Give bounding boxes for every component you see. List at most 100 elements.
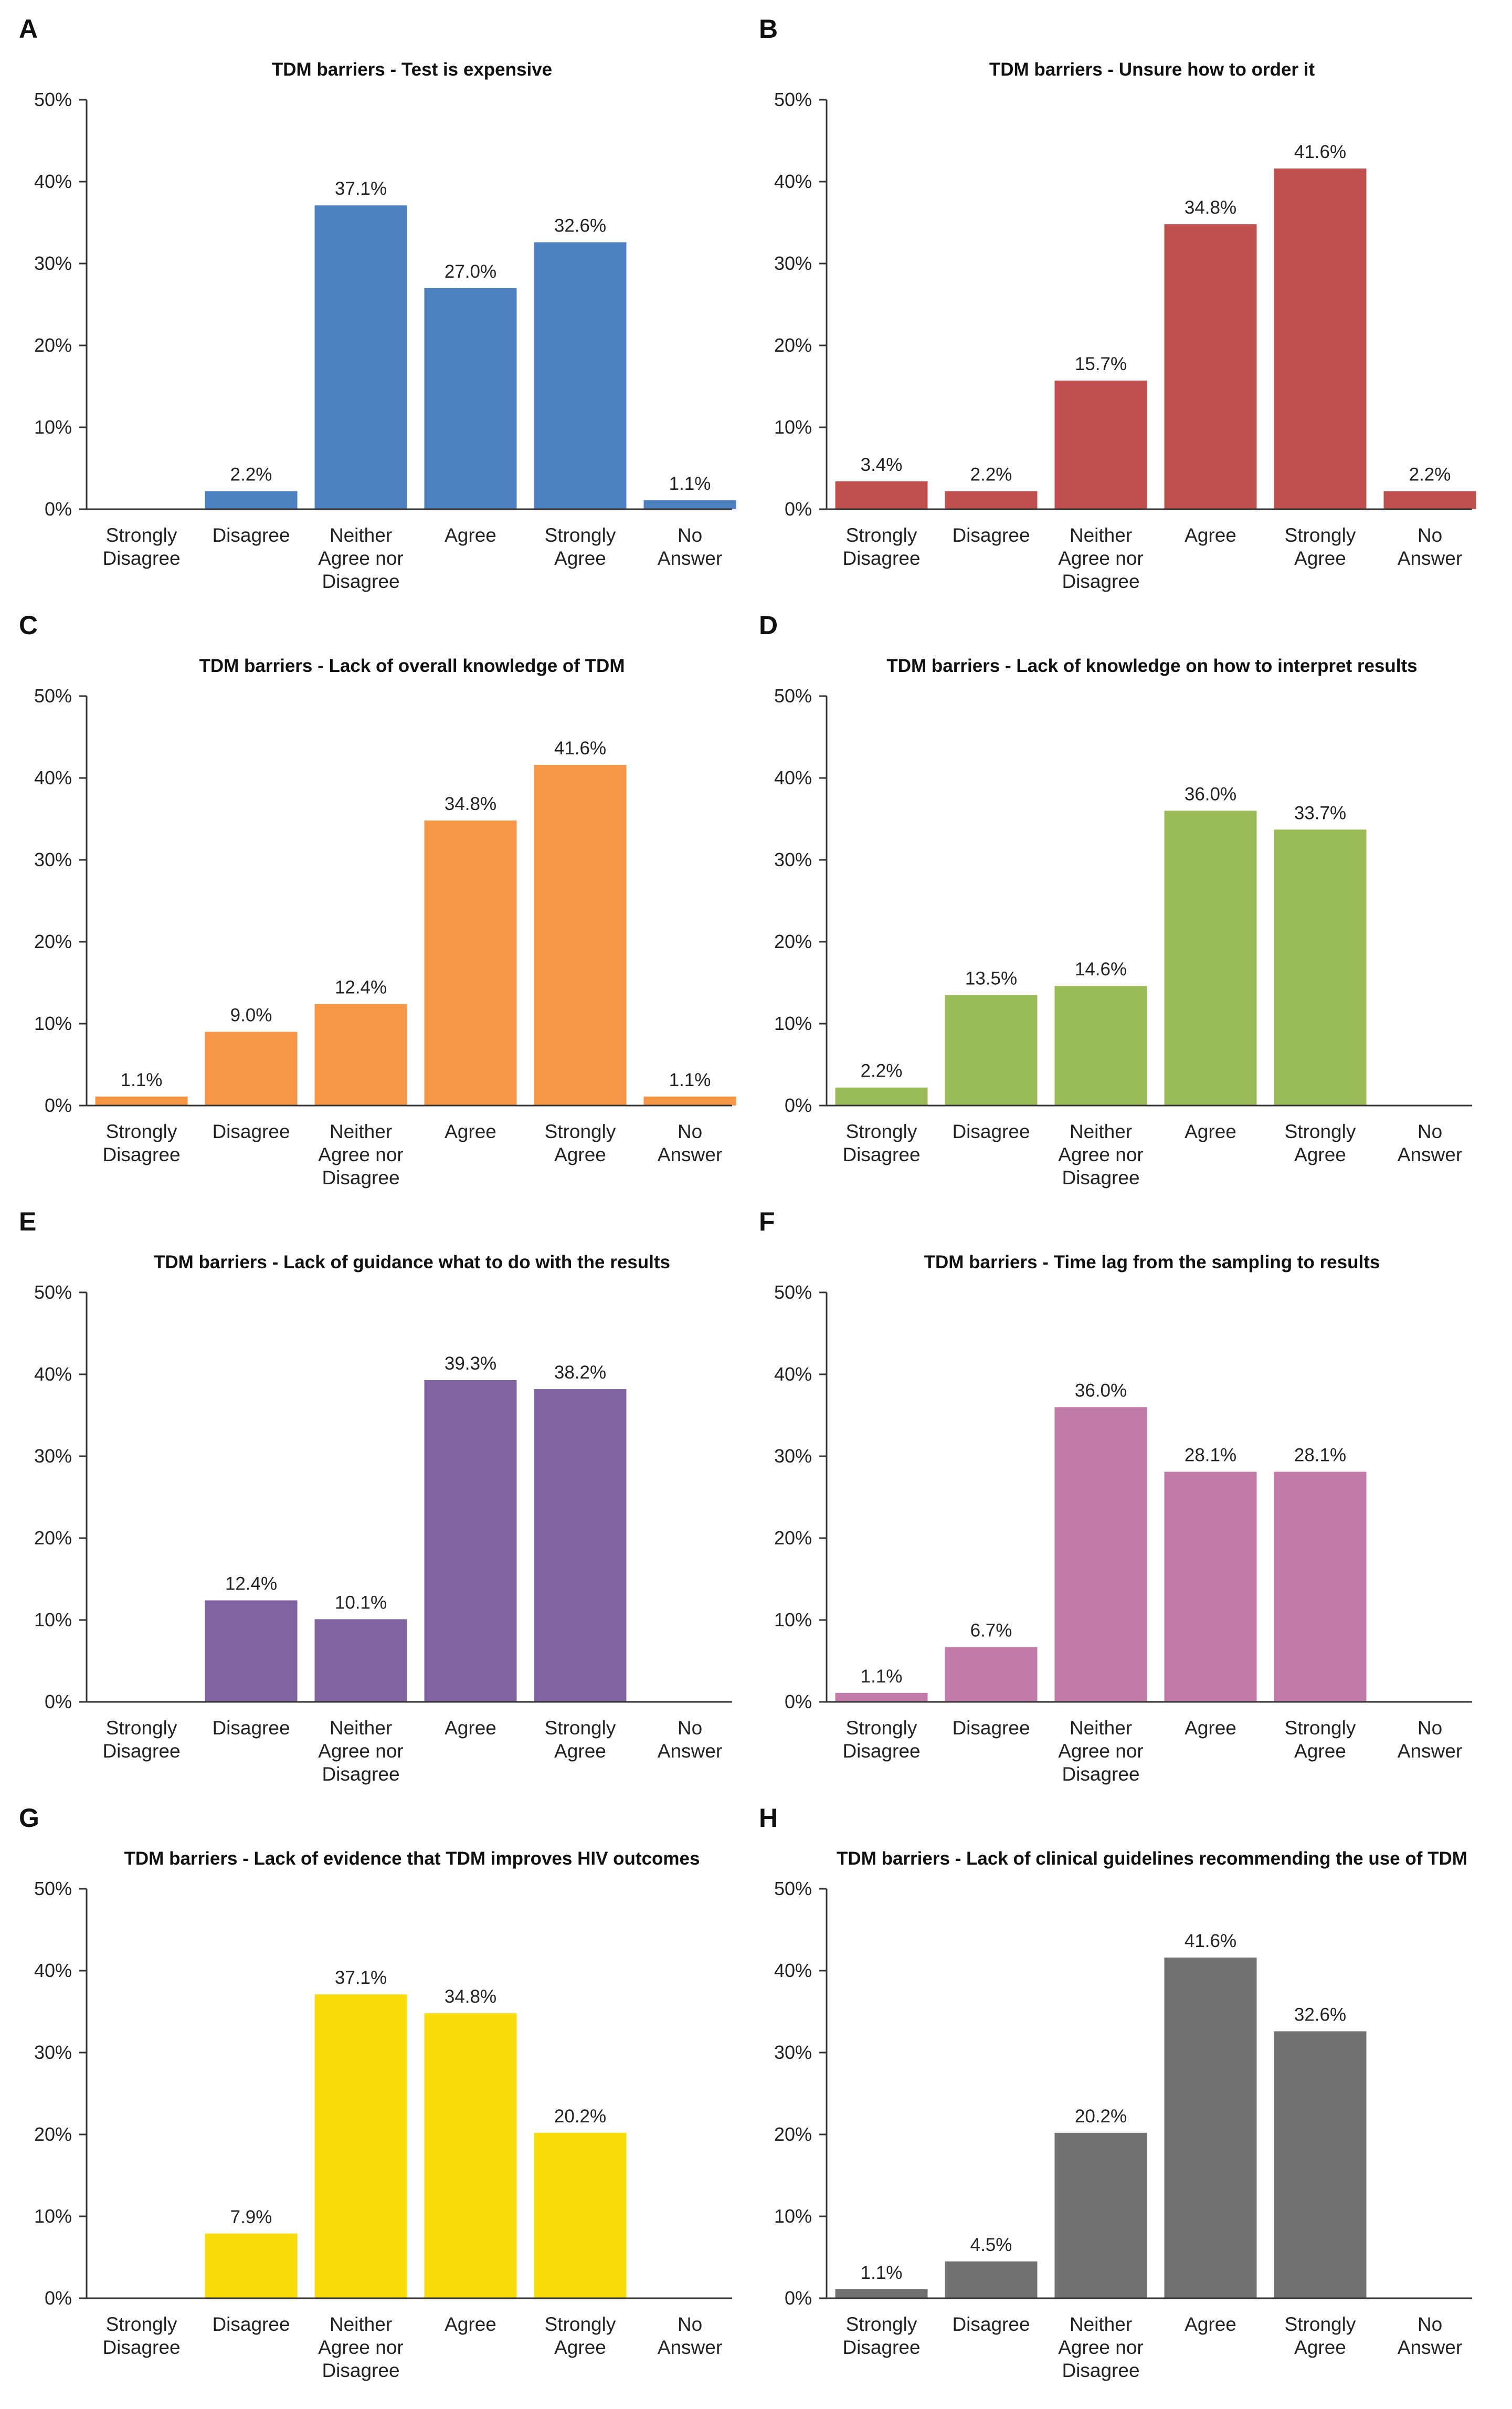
panel-letter: B: [759, 14, 778, 44]
panel-letter: G: [19, 1803, 39, 1833]
y-tick-label: 30%: [34, 849, 72, 870]
category-label: Strongly Disagree: [842, 1717, 920, 1762]
category-label-line: No: [678, 524, 702, 546]
y-tick-label: 40%: [34, 1960, 72, 1981]
category-label-line: Disagree: [1062, 1167, 1139, 1188]
bar: [205, 1032, 298, 1106]
category-label-line: Disagree: [212, 2313, 290, 2335]
panel-letter: F: [759, 1207, 775, 1236]
chart-panel-g: G TDM barriers - Lack of evidence that TD…: [19, 1803, 732, 2381]
category-label: Strongly Disagree: [842, 2313, 920, 2358]
category-label: Neither Agree nor Disagree: [1058, 2313, 1144, 2381]
y-tick-label: 30%: [34, 1445, 72, 1467]
bar: [314, 205, 407, 509]
category-label-line: Strongly: [846, 1121, 917, 1142]
y-tick-label: 10%: [774, 1609, 812, 1630]
bar: [643, 1096, 736, 1106]
category-label: Strongly Agree: [545, 1121, 616, 1165]
chart-title: TDM barriers - Lack of clinical guidelin…: [837, 1848, 1467, 1869]
category-label: Disagree: [952, 2313, 1030, 2335]
y-tick-label: 20%: [774, 1527, 812, 1549]
data-label: 12.4%: [335, 977, 387, 998]
y-tick-label: 0%: [785, 1691, 812, 1712]
data-label: 2.2%: [861, 1061, 903, 1081]
category-label-line: Agree: [445, 1121, 496, 1142]
chart-panel-a: A TDM barriers - Test is expensive 0% 10% 20…: [19, 14, 736, 592]
bar: [643, 500, 736, 509]
category-label-line: Agree nor: [1058, 548, 1144, 569]
category-label-line: Agree: [554, 1740, 606, 1762]
category-label: No Answer: [1398, 1121, 1462, 1165]
category-label-line: Disagree: [952, 1121, 1030, 1142]
bar: [424, 1380, 517, 1702]
y-tick-label: 0%: [785, 498, 812, 520]
category-label-line: Neither: [1070, 2313, 1132, 2335]
category-label-line: Strongly: [1285, 2313, 1356, 2335]
category-label-line: Answer: [1398, 548, 1462, 569]
data-label: 37.1%: [335, 1968, 387, 1988]
category-label-line: No: [1418, 1121, 1442, 1142]
category-label-line: Agree: [1294, 548, 1346, 569]
category-label-line: Disagree: [1062, 2360, 1139, 2381]
category-label-line: Strongly: [106, 524, 177, 546]
category-label: Agree: [1185, 1717, 1236, 1739]
bar: [314, 1994, 407, 2298]
category-label-line: Strongly: [545, 1121, 616, 1142]
bar: [205, 1600, 298, 1702]
category-label-line: Strongly: [1285, 1717, 1356, 1739]
category-label: Disagree: [952, 1717, 1030, 1739]
category-label: Disagree: [952, 524, 1030, 546]
category-label-line: Disagree: [322, 1167, 399, 1188]
data-label: 4.5%: [970, 2235, 1012, 2255]
bar: [205, 491, 298, 509]
y-tick-label: 0%: [785, 2287, 812, 2309]
bar: [1164, 224, 1257, 509]
category-label: Neither Agree nor Disagree: [318, 524, 404, 592]
category-label-line: Agree nor: [1058, 1740, 1144, 1762]
y-tick-label: 20%: [774, 334, 812, 356]
bar: [534, 1389, 627, 1702]
bar: [1274, 169, 1367, 509]
bar: [1164, 1958, 1257, 2298]
category-label: Strongly Agree: [1285, 1121, 1356, 1165]
bar: [1054, 2132, 1147, 2298]
bar: [314, 1004, 407, 1106]
data-label: 27.0%: [445, 261, 496, 282]
category-label-line: Disagree: [952, 2313, 1030, 2335]
category-label-line: Strongly: [1285, 1121, 1356, 1142]
bar: [835, 481, 928, 509]
bar: [1054, 381, 1147, 509]
data-label: 32.6%: [554, 215, 606, 236]
y-tick-label: 10%: [34, 2205, 72, 2227]
y-tick-label: 50%: [34, 1878, 72, 1899]
category-label-line: Strongly: [846, 1717, 917, 1739]
y-tick-label: 30%: [774, 253, 812, 274]
category-label: Agree: [445, 1121, 496, 1142]
y-tick-label: 30%: [34, 2042, 72, 2063]
bar: [205, 2233, 298, 2298]
data-label: 7.9%: [230, 2207, 272, 2227]
category-label-line: Strongly: [106, 1121, 177, 1142]
y-tick-label: 0%: [45, 498, 72, 520]
y-tick-label: 40%: [34, 171, 72, 192]
category-label-line: Disagree: [322, 2360, 399, 2381]
y-tick-label: 20%: [34, 334, 72, 356]
bar: [1274, 1471, 1367, 1702]
y-tick-label: 0%: [45, 1095, 72, 1116]
data-label: 2.2%: [1409, 465, 1451, 485]
category-label-line: Strongly: [846, 2313, 917, 2335]
chart-title: TDM barriers - Lack of guidance what to …: [154, 1252, 670, 1272]
category-label-line: Disagree: [1062, 1763, 1139, 1785]
data-label: 41.6%: [1185, 1931, 1236, 1951]
data-label: 37.1%: [335, 178, 387, 199]
category-label: Neither Agree nor Disagree: [1058, 1121, 1144, 1188]
category-label-line: Disagree: [952, 1717, 1030, 1739]
y-tick-label: 50%: [34, 89, 72, 110]
y-tick-label: 40%: [774, 1960, 812, 1981]
category-label: Agree: [445, 524, 496, 546]
category-label: No Answer: [1398, 1717, 1462, 1762]
chart-title: TDM barriers - Time lag from the samplin…: [924, 1252, 1380, 1272]
category-label: Strongly Agree: [1285, 2313, 1356, 2358]
data-label: 34.8%: [445, 1986, 496, 2007]
bar: [95, 1096, 188, 1106]
